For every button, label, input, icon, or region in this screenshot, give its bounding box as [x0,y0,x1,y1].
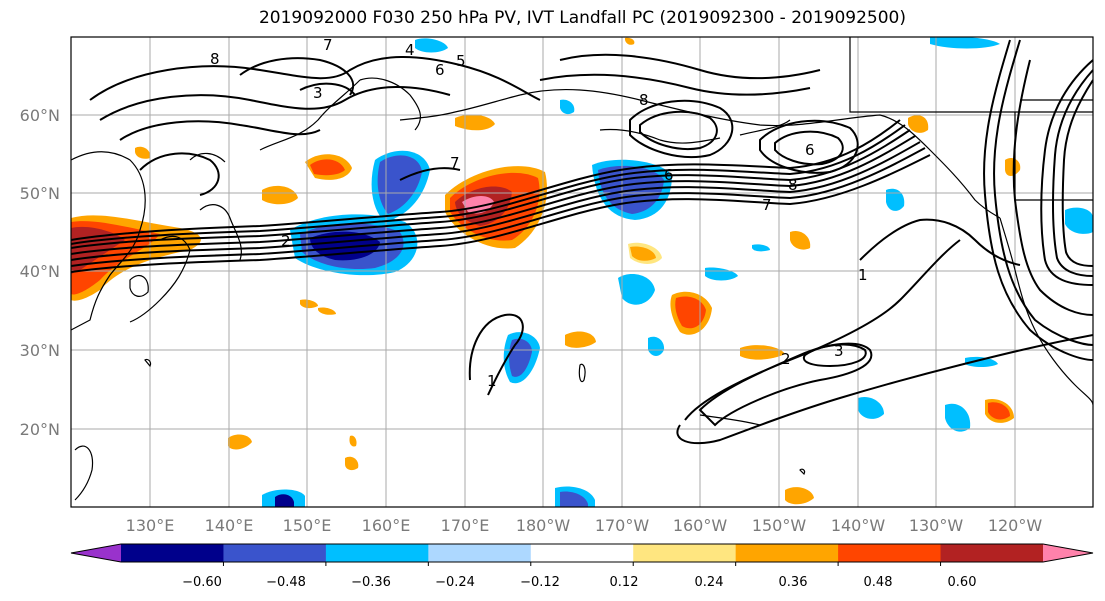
lon-label: 130°W [909,516,964,535]
colorbar-outline [70,543,1094,563]
lat-label: 20°N [20,420,60,439]
lon-label: 170°E [441,516,490,535]
colorbar-tick-label: 0.12 [610,575,639,590]
contour-label: 2 [781,350,791,368]
colorbar-tick-label: 0.24 [695,575,724,590]
lon-label: 120°W [988,516,1043,535]
colorbar-tick-label: −0.24 [435,575,475,590]
lon-label: 140°E [205,516,254,535]
colorbar-tick-label: −0.60 [182,575,222,590]
lon-label: 140°W [831,516,886,535]
map-frame [70,36,1094,508]
colorbar-tick-label: 0.36 [779,575,808,590]
colorbar-extend-low [71,544,121,562]
lon-label: 160°E [362,516,411,535]
colorbar-tick-label: 0.60 [948,575,977,590]
lon-label: 180°W [516,516,571,535]
lon-label: 170°W [595,516,650,535]
colorbar-tick-label: −0.48 [266,575,306,590]
colorbar-tick-label: −0.36 [351,575,391,590]
ivt-contours [71,39,1093,445]
lon-labels: 130°E 140°E 150°E 160°E 170°E 180°W 170°… [126,516,1043,535]
contour-label: 8 [639,91,649,109]
contour-label: 3 [313,84,323,102]
contour-label: 1 [487,372,497,390]
coastlines [71,37,1093,501]
map-title: 2019092000 F030 250 hPa PV, IVT Landfall… [258,8,906,28]
colorbar-segment [325,544,429,562]
lon-label: 130°E [126,516,175,535]
colorbar-segment [633,544,737,562]
colorbar-segment [838,544,942,562]
colorbar-segment [940,544,1044,562]
contour-label: 6 [664,166,674,184]
colorbar-segment [121,544,224,562]
colorbar-segment [428,544,532,562]
contour-label: 7 [450,154,460,172]
lat-labels: 60°N 50°N 40°N 30°N 20°N [20,106,60,439]
contour-label: 2 [281,232,291,250]
lat-label: 50°N [20,184,60,203]
contour-label: 6 [805,141,815,159]
contour-label: 6 [435,61,445,79]
colorbar-segment [223,544,327,562]
contour-label: 4 [405,41,415,59]
contour-label: 8 [788,176,798,194]
contour-label: 1 [858,266,868,284]
contour-labels: 8 7 6 5 4 3 2 1 3 2 1 6 7 8 8 6 7 [210,36,868,390]
contour-label: 3 [834,342,844,360]
colorbar [70,543,1094,566]
lon-label: 160°W [673,516,728,535]
lat-label: 60°N [20,106,60,125]
colorbar-extend-high [1043,544,1093,562]
contour-label: 5 [456,52,466,70]
contour-label: 7 [762,196,772,214]
contour-label: 7 [323,36,333,54]
lat-label: 30°N [20,341,60,360]
colorbar-segment [530,544,634,562]
colorbar-ticks: −0.60 −0.48 −0.36 −0.24 −0.12 0.12 0.24 … [182,575,976,590]
colorbar-segment [735,544,839,562]
lat-label: 40°N [20,262,60,281]
lon-label: 150°W [752,516,807,535]
colorbar-tick-label: 0.48 [864,575,893,590]
map-background [71,37,1093,507]
colorbar-tick-label: −0.12 [520,575,560,590]
lon-label: 150°E [283,516,332,535]
contour-label: 8 [210,50,220,68]
